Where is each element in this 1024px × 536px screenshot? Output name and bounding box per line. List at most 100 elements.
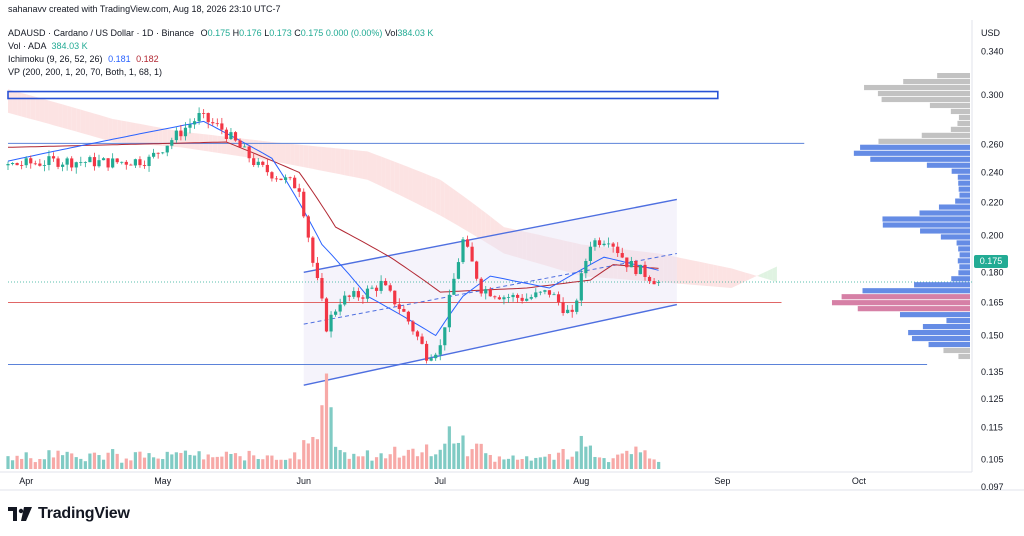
- ichimoku-cloud-segment: [422, 172, 427, 209]
- candle-body: [97, 160, 101, 167]
- ichimoku-cloud-segment: [549, 237, 554, 268]
- candle-body: [215, 123, 219, 125]
- ichimoku-cloud-segment: [94, 113, 99, 139]
- candle-body: [447, 294, 451, 328]
- ichimoku-cloud-segment: [130, 122, 136, 144]
- volume-profile-bar: [938, 204, 970, 210]
- candle-body: [647, 276, 652, 282]
- ichimoku-cloud-segment: [499, 223, 504, 254]
- volume-bar: [456, 442, 461, 469]
- candle-body: [361, 297, 365, 299]
- ichimoku-cloud-segment: [403, 165, 409, 200]
- volume-bar: [593, 456, 597, 469]
- volume-bar: [361, 456, 365, 469]
- volume-bar: [579, 435, 583, 469]
- ichimoku-cloud-segment: [736, 269, 741, 286]
- y-tick-label: 0.125: [981, 394, 1004, 404]
- volume-bar: [88, 453, 92, 469]
- volume-bar: [156, 458, 160, 469]
- volume-profile-bar: [853, 150, 970, 156]
- ichimoku-cloud-segment: [317, 146, 322, 171]
- candle-body: [29, 158, 33, 164]
- volume-bar: [256, 459, 260, 469]
- volume-bar: [443, 443, 447, 469]
- volume-bar: [133, 452, 137, 469]
- candle-body: [211, 122, 215, 124]
- volume-bar: [238, 456, 242, 469]
- candle-body: [552, 294, 556, 296]
- volume-bar: [29, 458, 33, 469]
- candle-body: [415, 331, 420, 337]
- ichimoku-cloud-segment: [654, 252, 659, 283]
- volume-profile-bar: [926, 162, 970, 168]
- volume-bar: [388, 454, 392, 469]
- volume-indicator-value: 384.03 K: [51, 41, 88, 51]
- ichimoku-cloud-segment: [340, 148, 345, 176]
- ichimoku-cloud-segment: [708, 263, 714, 287]
- candle-body: [229, 132, 233, 139]
- candle-body: [425, 343, 429, 361]
- ichimoku-cloud-segment: [67, 105, 72, 131]
- ichimoku-cloud-segment: [372, 153, 377, 185]
- ichimoku-cloud-segment: [117, 119, 122, 143]
- candle-body: [629, 260, 633, 268]
- ichimoku-cloud-segment: [503, 227, 509, 255]
- volume-bar: [33, 462, 37, 469]
- ichimoku-cloud-segment: [85, 110, 90, 136]
- candle-body: [38, 163, 42, 166]
- volume-bar: [142, 457, 147, 469]
- volume-profile-bar: [950, 126, 970, 132]
- ichimoku-cloud-segment: [472, 202, 477, 237]
- volume-bar: [165, 451, 169, 469]
- vp-indicator-line[interactable]: VP (200, 200, 1, 20, 70, Both, 1, 68, 1): [8, 67, 162, 78]
- tradingview-logo[interactable]: TradingView: [8, 503, 130, 525]
- candle-body: [70, 158, 74, 168]
- volume-profile-bar: [877, 90, 970, 97]
- volume-indicator-line[interactable]: Vol · ADA 384.03 K: [8, 41, 88, 52]
- volume-profile-bar: [929, 102, 970, 109]
- candle-body: [88, 157, 92, 163]
- volume-profile-bar: [958, 186, 970, 192]
- volume-profile-bar: [831, 300, 970, 306]
- candle-body: [488, 289, 492, 297]
- volume-bar: [638, 452, 643, 469]
- ichimoku-cloud-segment: [467, 199, 473, 234]
- ichimoku-cloud-segment: [385, 158, 391, 191]
- candle-body: [174, 130, 178, 141]
- candle-body: [456, 262, 461, 279]
- ichimoku-cloud-segment: [39, 98, 45, 123]
- volume-bar: [434, 454, 438, 469]
- candle-body: [129, 164, 133, 166]
- x-tick-label: Jun: [296, 476, 311, 486]
- volume-profile-bar: [878, 138, 970, 144]
- ichimoku-cloud-segment: [695, 260, 700, 286]
- ohlc-open-label: O: [200, 28, 208, 38]
- volume-bar: [397, 457, 401, 469]
- candle-body: [6, 164, 10, 166]
- candle-body: [170, 140, 174, 146]
- ichimoku-indicator-line[interactable]: Ichimoku (9, 26, 52, 26) 0.181 0.182: [8, 54, 159, 65]
- volume-bar: [211, 457, 215, 469]
- volume-bar: [297, 459, 301, 469]
- ichimoku-cloud-segment: [226, 136, 231, 155]
- candle-body: [61, 164, 65, 167]
- ichimoku-cloud-segment: [194, 133, 200, 151]
- ichimoku-cloud-segment: [312, 145, 318, 170]
- ichimoku-cloud-segment: [649, 252, 655, 282]
- ichimoku-cloud-segment: [490, 216, 495, 248]
- ichimoku-cloud-segment: [681, 258, 686, 285]
- ichimoku-cloud-segment: [381, 156, 386, 189]
- volume-bar: [51, 457, 56, 469]
- candle-body: [352, 291, 356, 297]
- candle-body: [602, 243, 606, 246]
- ichimoku-cloud-segment: [349, 149, 354, 178]
- volume-bar: [283, 459, 288, 469]
- candle-body: [520, 297, 524, 301]
- ichimoku-cloud-segment: [12, 90, 18, 116]
- volume-bar: [20, 458, 24, 469]
- volume-bar: [274, 459, 279, 469]
- volume-bar: [202, 459, 206, 469]
- volume-bar: [224, 451, 228, 469]
- ichimoku-cloud-segment: [53, 101, 59, 127]
